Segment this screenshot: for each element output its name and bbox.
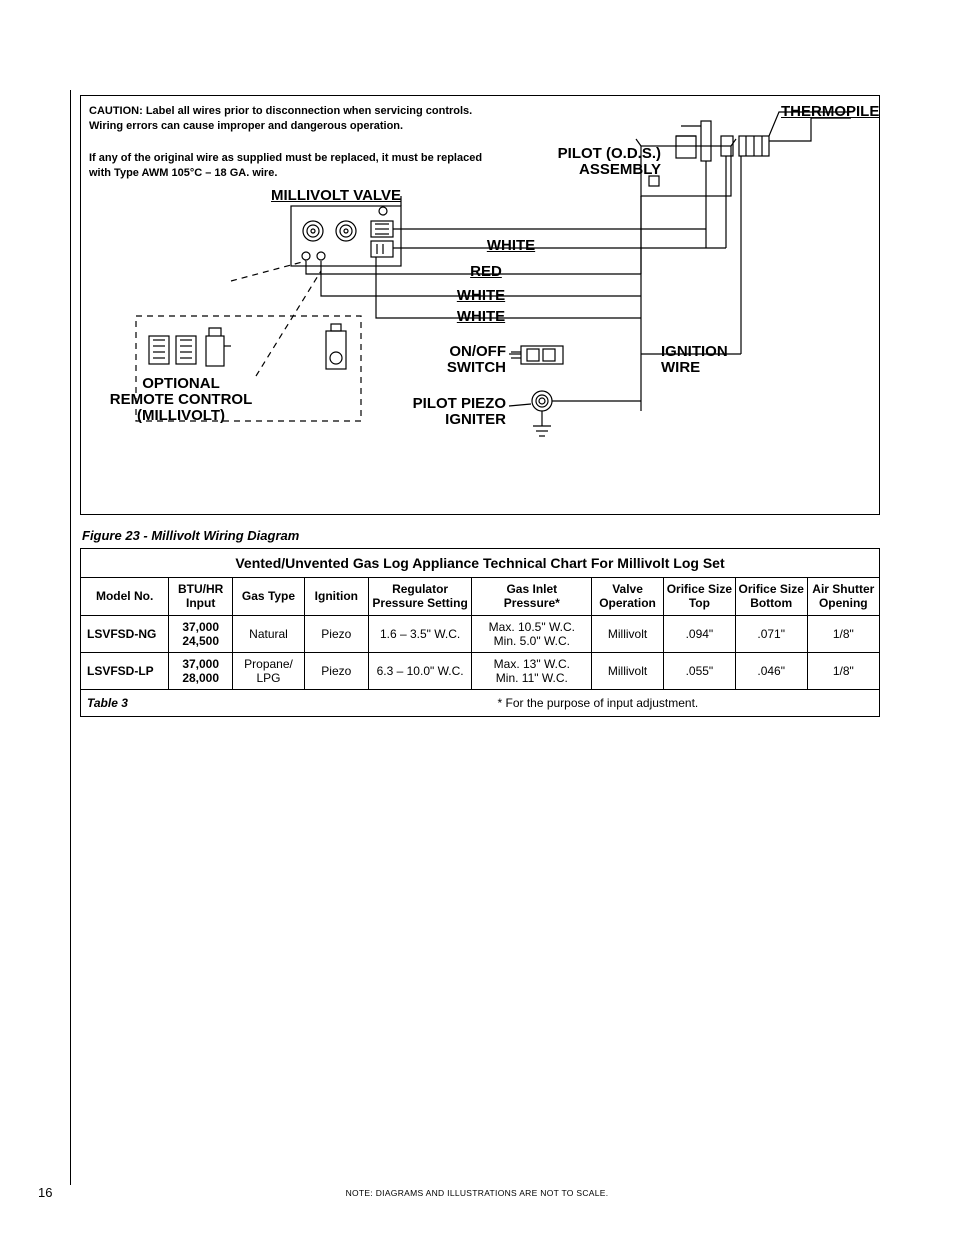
- figure-caption: Figure 23 - Millivolt Wiring Diagram: [82, 528, 299, 543]
- table-title: Vented/Unvented Gas Log Appliance Techni…: [81, 549, 879, 578]
- table-row: LSVFSD-LP37,00028,000Propane/LPGPiezo6.3…: [81, 652, 879, 689]
- table-cell: Max. 10.5" W.C.Min. 5.0" W.C.: [472, 615, 592, 652]
- table-cell: Millivolt: [592, 652, 664, 689]
- table-cell: Piezo: [304, 652, 368, 689]
- table-cell: Propane/LPG: [233, 652, 305, 689]
- table-cell: Max. 13" W.C.Min. 11" W.C.: [472, 652, 592, 689]
- table-header: BTU/HRInput: [169, 578, 233, 615]
- table-header: Gas InletPressure*: [472, 578, 592, 615]
- table-header: Gas Type: [233, 578, 305, 615]
- table-cell: LSVFSD-NG: [81, 615, 169, 652]
- table-cell: LSVFSD-LP: [81, 652, 169, 689]
- table-footer: Table 3 * For the purpose of input adjus…: [81, 690, 879, 716]
- footnote: NOTE: DIAGRAMS AND ILLUSTRATIONS ARE NOT…: [0, 1188, 954, 1198]
- table-row: LSVFSD-NG37,00024,500NaturalPiezo1.6 – 3…: [81, 615, 879, 652]
- table-header: RegulatorPressure Setting: [368, 578, 472, 615]
- table-cell: 1/8": [807, 615, 879, 652]
- table-cell: .046": [735, 652, 807, 689]
- table-cell: .055": [663, 652, 735, 689]
- table-cell: Piezo: [304, 615, 368, 652]
- table-cell: 37,00028,000: [169, 652, 233, 689]
- table-header: Orifice SizeBottom: [735, 578, 807, 615]
- table-header: Model No.: [81, 578, 169, 615]
- table-cell: 1/8": [807, 652, 879, 689]
- table-cell: 6.3 – 10.0" W.C.: [368, 652, 472, 689]
- table-cell: 37,00024,500: [169, 615, 233, 652]
- table-cell: .094": [663, 615, 735, 652]
- wiring-svg: [81, 96, 881, 516]
- table-header: Air ShutterOpening: [807, 578, 879, 615]
- table-header: Orifice SizeTop: [663, 578, 735, 615]
- wiring-diagram-box: CAUTION: Label all wires prior to discon…: [80, 95, 880, 515]
- table-cell: Natural: [233, 615, 305, 652]
- technical-chart-table: Vented/Unvented Gas Log Appliance Techni…: [80, 548, 880, 717]
- data-table: Model No.BTU/HRInputGas TypeIgnitionRegu…: [81, 578, 879, 690]
- table-cell: .071": [735, 615, 807, 652]
- table-header: Ignition: [304, 578, 368, 615]
- table-cell: Millivolt: [592, 615, 664, 652]
- table-footer-note: * For the purpose of input adjustment.: [323, 696, 873, 710]
- table-footer-label: Table 3: [87, 696, 323, 710]
- table-header: ValveOperation: [592, 578, 664, 615]
- table-cell: 1.6 – 3.5" W.C.: [368, 615, 472, 652]
